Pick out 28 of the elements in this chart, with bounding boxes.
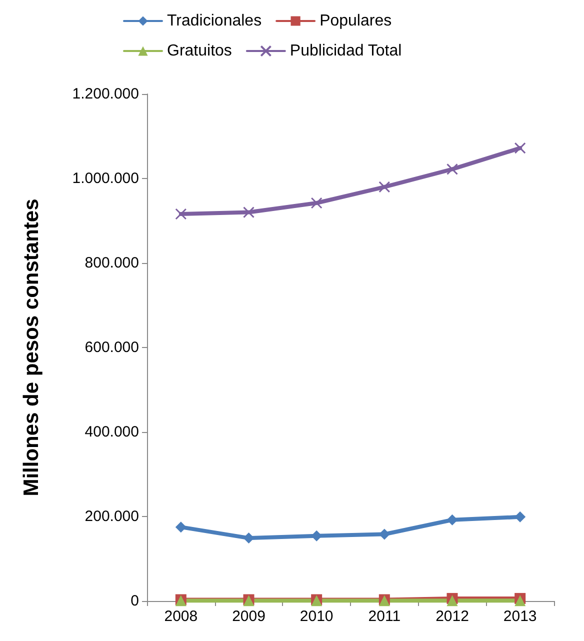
point [378,181,390,193]
point [310,197,322,209]
x-tick-label: 2009 [232,608,266,625]
point [514,142,526,154]
x-tick-label: 2013 [503,608,537,625]
y-tick-label: 400.000 [84,424,139,440]
x-tick-label: 2012 [436,608,469,625]
y-tick-label: 600.000 [84,339,139,356]
x-tick-label: 2008 [164,608,198,625]
y-tick-label: 200.000 [84,508,139,525]
y-tick-label: 1.000.000 [72,170,139,187]
x-tick-label: 2010 [300,608,334,625]
point [175,208,187,220]
y-tick-label: 800.000 [84,254,139,272]
legend-label: Populares [320,12,392,30]
legend-label: Tradicionales [167,12,262,30]
point [446,595,458,606]
point [446,163,458,175]
y-axis-title: Millones de pesos constantes [20,198,43,496]
point [243,206,254,218]
point [175,522,186,533]
y-tick-label: 0 [130,592,139,610]
legend-label: Gratuitos [167,42,232,60]
legend-label: Publicidad Total [290,42,402,60]
point [514,511,526,522]
y-tick-label: 1.200.000 [72,86,139,102]
x-tick-label: 2011 [368,608,401,625]
point [514,595,526,606]
